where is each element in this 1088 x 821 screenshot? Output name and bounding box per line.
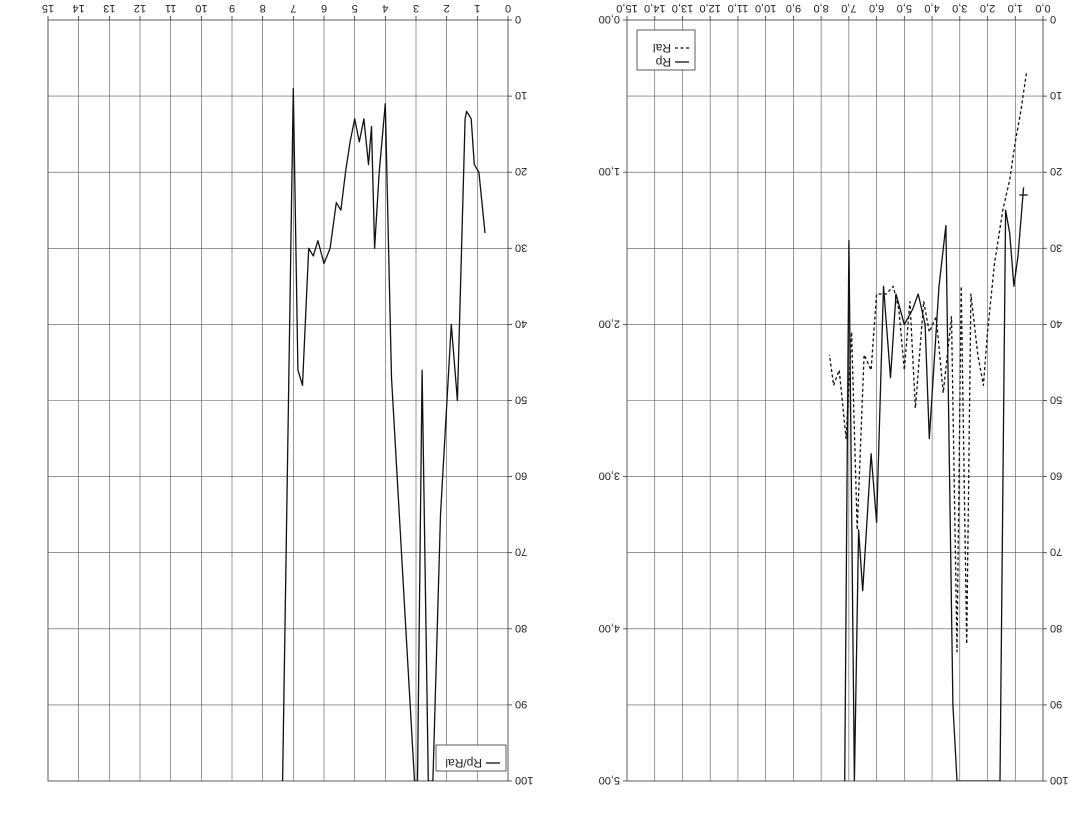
y-tick-label: 60 <box>515 470 527 482</box>
y-tick-label: 90 <box>515 698 527 710</box>
x-tick-label: 9,0 <box>786 2 801 14</box>
x-tick-label: 2 <box>444 2 450 14</box>
x-tick-label: 13 <box>103 2 115 14</box>
y-tick-label: 10 <box>1050 89 1062 101</box>
x-tick-label: 7,0 <box>841 2 856 14</box>
y-tick-label: 40 <box>1050 317 1062 329</box>
y-tick-label: 20 <box>515 165 527 177</box>
x-tick-label: 10,0 <box>755 2 776 14</box>
x-tick-label: 13,0 <box>672 2 693 14</box>
x-tick-label: 0 <box>505 2 511 14</box>
y-tick-label: 30 <box>515 241 527 253</box>
x-tick-label: 8,0 <box>813 2 828 14</box>
y2-tick-label: 3,00 <box>599 470 620 482</box>
y2-tick-label: 4,00 <box>599 622 620 634</box>
y-tick-label: 70 <box>515 546 527 558</box>
legend-box <box>636 29 696 71</box>
x-tick-label: 10 <box>195 2 207 14</box>
series-line-rp-ral <box>281 87 486 781</box>
legend-label: Ral <box>653 41 671 55</box>
y2-tick-label: 0,00 <box>599 13 620 25</box>
x-tick-label: 6 <box>321 2 327 14</box>
x-tick-label: 7 <box>290 2 296 14</box>
legend: Rp/Ral <box>435 744 507 772</box>
x-tick-label: 14,0 <box>644 2 665 14</box>
x-tick-label: 8 <box>260 2 266 14</box>
y-tick-label: 10 <box>515 89 527 101</box>
x-tick-label: 5 <box>352 2 358 14</box>
y-tick-label: 80 <box>1050 622 1062 634</box>
x-tick-label: 1,0 <box>1008 2 1023 14</box>
x-tick-label: 5,0 <box>897 2 912 14</box>
rp-ral-ratio-chart: 0123456789101112131415010203040506070809… <box>42 2 533 786</box>
y-tick-label: 80 <box>515 622 527 634</box>
x-tick-label: 11,0 <box>728 2 749 14</box>
x-tick-label: 15 <box>42 2 54 14</box>
x-tick-label: 0,0 <box>1035 2 1050 14</box>
y-tick-label: 30 <box>1050 241 1062 253</box>
x-tick-label: 4,0 <box>924 2 939 14</box>
y2-tick-label: 1,00 <box>599 165 620 177</box>
y-tick-label: 60 <box>1050 470 1062 482</box>
series-group <box>828 73 1028 781</box>
x-tick-label: 14 <box>73 2 85 14</box>
x-tick-label: 3 <box>413 2 419 14</box>
x-tick-label: 6,0 <box>869 2 884 14</box>
x-tick-label: 2,0 <box>980 2 995 14</box>
rp-ral-dual-axis-chart: 0,0 1,0 2,0 3,0 4,0 5,0 6,0 7,0 8,0 9,0 10,0 11,0 12… <box>599 2 1069 786</box>
legend-box <box>435 744 507 772</box>
y-tick-label: 40 <box>515 317 527 329</box>
y-tick-label: 0 <box>515 13 521 25</box>
x-tick-label: 11 <box>165 2 176 14</box>
legend-label: Rp/Ral <box>445 756 482 770</box>
x-tick-label: 12,0 <box>699 2 720 14</box>
series-line-ral <box>828 73 1028 653</box>
series-line-rp <box>844 187 1025 781</box>
y-tick-label: 0 <box>1050 13 1056 25</box>
y2-tick-label: 5,00 <box>599 774 620 786</box>
x-tick-label: 15,0 <box>616 2 637 14</box>
series-group <box>281 87 486 781</box>
y-tick-label: 70 <box>1050 546 1062 558</box>
y-tick-label: 100 <box>515 774 533 786</box>
legend-label: Rp <box>655 55 671 69</box>
y-tick-label: 100 <box>1050 774 1068 786</box>
x-tick-label: 1 <box>474 2 480 14</box>
y-tick-label: 20 <box>1050 165 1062 177</box>
x-tick-label: 9 <box>229 2 235 14</box>
x-tick-label: 4 <box>382 2 388 14</box>
y-tick-label: 90 <box>1050 698 1062 710</box>
y2-tick-label: 2,00 <box>599 317 620 329</box>
x-tick-label: 12 <box>134 2 146 14</box>
x-tick-label: 3,0 <box>952 2 967 14</box>
y-tick-label: 50 <box>1050 394 1062 406</box>
y-tick-label: 50 <box>515 394 527 406</box>
